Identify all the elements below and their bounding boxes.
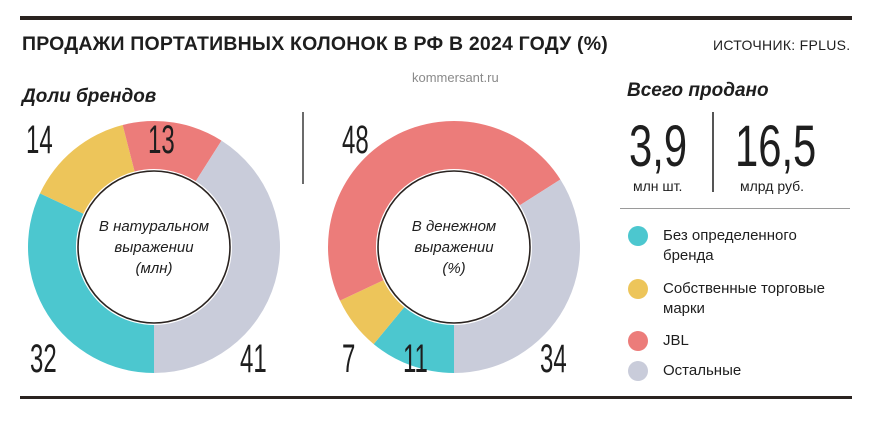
- donut-slice: [27, 193, 155, 373]
- chart-title: ПРОДАЖИ ПОРТАТИВНЫХ КОЛОНОК В РФ В 2024 …: [22, 33, 608, 55]
- slice-value-label: 41: [240, 336, 267, 381]
- totals-title: Всего продано: [627, 80, 769, 101]
- donut-center-label: В денежном: [412, 218, 496, 235]
- revenue-value: 16,5: [735, 114, 817, 179]
- donut-center-label: (%): [442, 260, 465, 277]
- donut-slice: [154, 140, 280, 373]
- legend-item: Без определенного бренда: [628, 226, 843, 266]
- bottom-rule: [20, 396, 852, 399]
- donut-center-label: выражении: [414, 239, 494, 256]
- slice-value-label: 14: [26, 117, 53, 162]
- revenue-label: млрд руб.: [740, 178, 805, 194]
- legend-swatch: [628, 279, 648, 299]
- legend-label: Остальные: [663, 362, 742, 379]
- slice-value-label: 11: [403, 336, 428, 381]
- legend-swatch: [628, 331, 648, 351]
- watermark: kommersant.ru: [412, 70, 499, 85]
- donut-center-label: В натуральном: [99, 218, 209, 235]
- slice-value-label: 13: [148, 117, 175, 162]
- slice-value-label: 7: [342, 336, 355, 381]
- donut-slice: [39, 124, 135, 214]
- totals-divider: [712, 112, 714, 192]
- donut-slice: [454, 179, 580, 373]
- legend-label: JBL: [663, 332, 689, 349]
- slice-value-label: 48: [342, 117, 369, 162]
- slice-value-label: 34: [540, 336, 567, 381]
- units-value: 3,9: [629, 114, 688, 179]
- legend-label: Без определенного бренда: [663, 227, 797, 264]
- legend-item: Собственные торговые марки: [628, 279, 843, 319]
- slice-value-label: 32: [30, 336, 57, 381]
- legend-swatch: [628, 226, 648, 246]
- legend-item: JBL: [628, 331, 843, 351]
- donut-center-label: (млн): [136, 260, 173, 277]
- legend-swatch: [628, 361, 648, 381]
- units-label: млн шт.: [633, 178, 683, 194]
- section-subtitle: Доли брендов: [22, 86, 157, 107]
- donut-slice: [122, 121, 222, 182]
- donut-hole: [77, 170, 231, 324]
- chart-divider: [302, 112, 304, 184]
- donut-hole: [377, 170, 531, 324]
- donut-slice: [328, 121, 561, 301]
- donut-center-label: выражении: [114, 239, 194, 256]
- donut-slice: [373, 307, 454, 373]
- totals-rule: [620, 208, 850, 209]
- donut-slice: [339, 280, 405, 345]
- source-note: ИСТОЧНИК: FPLUS.: [713, 37, 851, 53]
- top-rule: [20, 16, 852, 20]
- legend-item: Остальные: [628, 361, 843, 381]
- legend-label: Собственные торговые марки: [663, 280, 825, 317]
